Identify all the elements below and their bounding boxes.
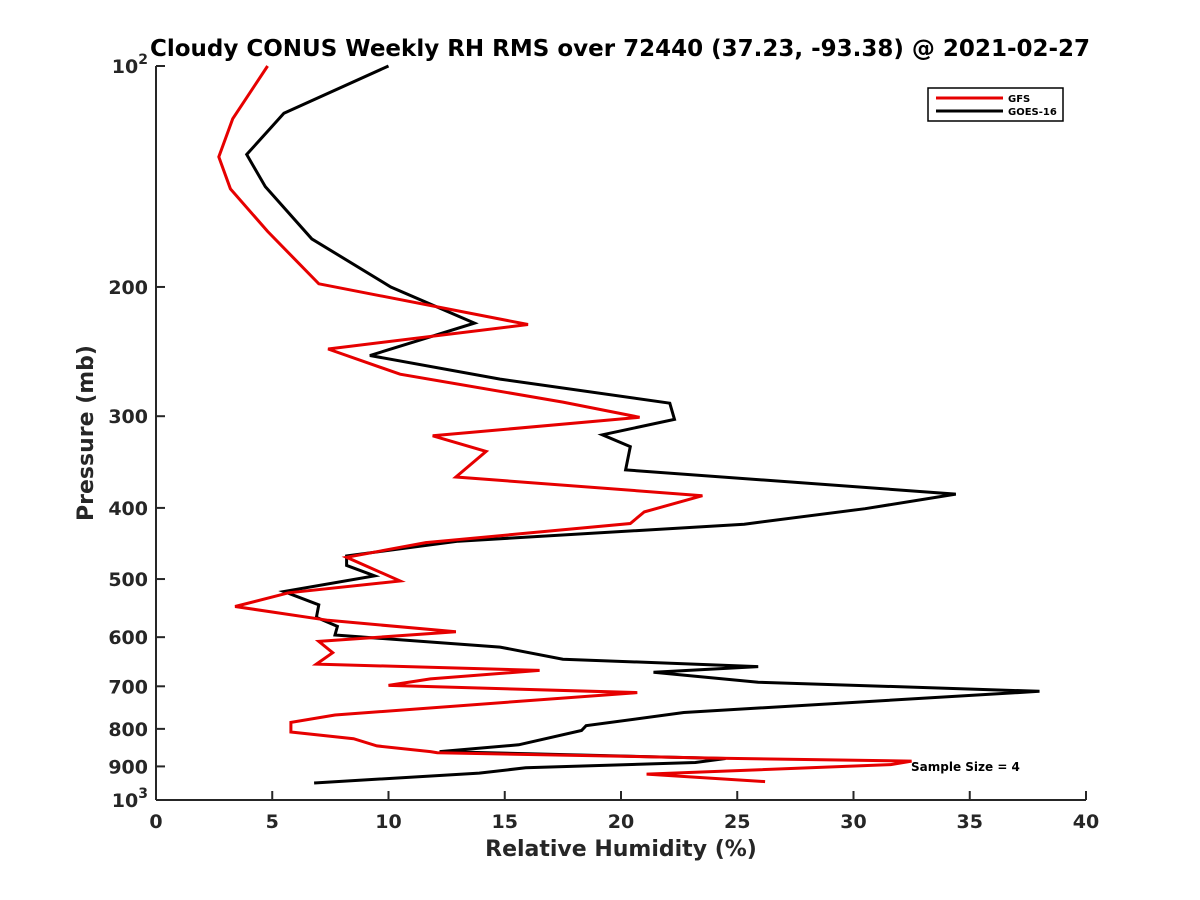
x-tick-label: 0 bbox=[149, 811, 162, 833]
series-line-goes-16 bbox=[244, 64, 1040, 785]
y-tick-label: 600 bbox=[108, 627, 148, 649]
y-ticks: 102 200 300 400 500 600 700 800 900 103 bbox=[108, 52, 165, 812]
y-tick-label: 103 bbox=[112, 786, 148, 812]
legend: GFS GOES-16 bbox=[927, 87, 1064, 122]
x-axis-label: Relative Humidity (%) bbox=[485, 837, 757, 862]
x-tick-label: 25 bbox=[724, 811, 750, 833]
plot-area bbox=[155, 66, 1086, 801]
x-tick-label: 5 bbox=[266, 811, 279, 833]
x-tick-label: 35 bbox=[957, 811, 983, 833]
y-tick-label: 102 bbox=[112, 52, 148, 78]
x-tick-label: 20 bbox=[608, 811, 634, 833]
series-lines bbox=[217, 64, 1040, 785]
legend-label: GOES-16 bbox=[1008, 107, 1057, 118]
x-tick-label: 15 bbox=[492, 811, 518, 833]
y-axis-label: Pressure (mb) bbox=[74, 345, 99, 521]
chart-title: Cloudy CONUS Weekly RH RMS over 72440 (3… bbox=[150, 36, 1090, 62]
x-tick-label: 30 bbox=[840, 811, 866, 833]
y-tick-label: 400 bbox=[108, 498, 148, 520]
x-tick-label: 40 bbox=[1073, 811, 1099, 833]
series-line-gfs bbox=[217, 65, 912, 784]
y-tick-label: 900 bbox=[108, 756, 148, 778]
legend-label: GFS bbox=[1008, 94, 1030, 105]
x-tick-label: 10 bbox=[375, 811, 401, 833]
y-tick-label: 300 bbox=[108, 406, 148, 428]
y-tick-label: 800 bbox=[108, 719, 148, 741]
y-tick-label: 700 bbox=[108, 676, 148, 698]
legend-box bbox=[927, 87, 1064, 122]
y-tick-label: 200 bbox=[108, 277, 148, 299]
sample-size-annotation: Sample Size = 4 bbox=[911, 760, 1020, 774]
y-tick-label: 500 bbox=[108, 569, 148, 591]
x-ticks: 0 5 10 15 20 25 30 35 40 bbox=[149, 791, 1099, 833]
